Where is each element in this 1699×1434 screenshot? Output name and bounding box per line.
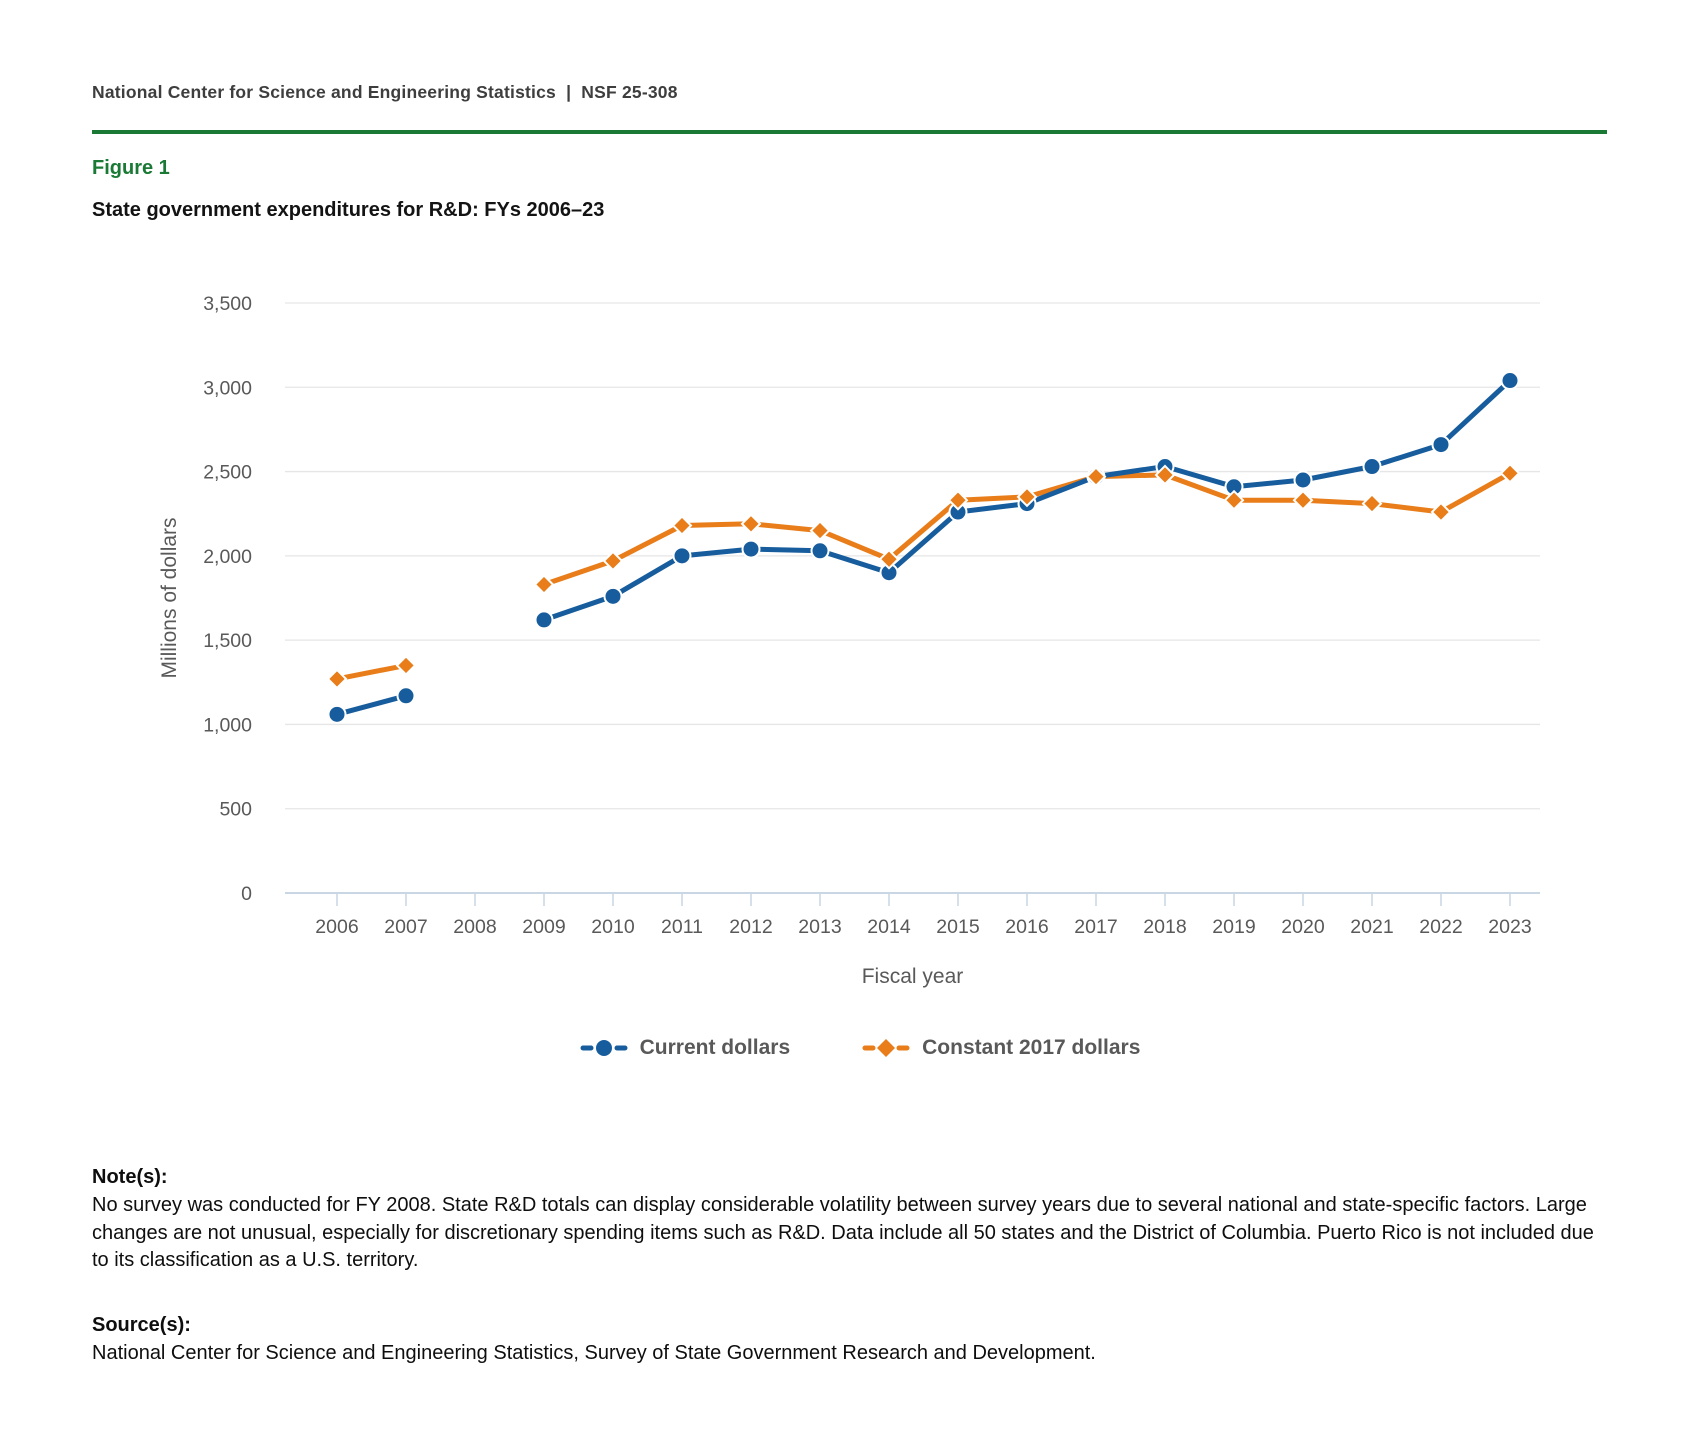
x-tick-label: 2022	[1419, 916, 1462, 938]
notes-heading: Note(s):	[92, 1166, 168, 1188]
x-tick-label: 2017	[1074, 916, 1117, 938]
y-tick-label: 2,500	[203, 462, 252, 484]
data-point-constant-2017-dollars	[740, 513, 762, 535]
x-tick-label: 2011	[661, 916, 703, 938]
data-point-constant-2017-dollars	[1154, 464, 1176, 486]
data-point-current-dollars	[810, 541, 830, 561]
sources-heading: Source(s):	[92, 1314, 191, 1336]
chart-svg: 0 500 1,000 1,500 2,000 2,500 3,000 3,500 Millio…	[158, 293, 1540, 988]
legend-label-current-dollars: Current dollars	[639, 1036, 791, 1059]
x-tick-label: 2021	[1350, 916, 1393, 938]
data-point-current-dollars	[1293, 470, 1313, 490]
header-divider	[92, 130, 1607, 134]
data-point-current-dollars	[1362, 457, 1382, 477]
document-header: National Center for Science and Engineer…	[92, 82, 678, 102]
data-point-constant-2017-dollars	[671, 515, 693, 536]
x-tick-label: 2015	[936, 916, 980, 938]
current-dollars-legend-marker-icon	[580, 1040, 628, 1056]
data-point-constant-2017-dollars	[395, 655, 417, 676]
sources-body: National Center for Science and Engineer…	[92, 1342, 1096, 1364]
data-point-constant-2017-dollars	[533, 574, 555, 595]
y-tick-label: 1,500	[203, 630, 252, 652]
data-point-constant-2017-dollars	[326, 668, 348, 690]
y-tick-label: 2,000	[203, 546, 252, 568]
data-point-constant-2017-dollars	[809, 520, 831, 541]
data-point-current-dollars	[327, 704, 347, 724]
data-point-constant-2017-dollars	[1361, 493, 1383, 515]
y-tick-label: 3,500	[203, 293, 252, 315]
x-tick-label: 2008	[453, 916, 496, 938]
data-point-current-dollars	[534, 610, 554, 630]
x-tick-label: 2012	[729, 916, 772, 938]
x-tick-label: 2018	[1143, 916, 1186, 938]
legend-item-current-dollars[interactable]: Current dollars	[580, 1036, 791, 1060]
data-point-constant-2017-dollars	[1223, 489, 1245, 511]
x-tick-label: 2013	[798, 916, 841, 938]
data-point-constant-2017-dollars	[1499, 462, 1521, 484]
legend-label-constant-2017-dollars: Constant 2017 dollars	[922, 1036, 1141, 1059]
x-tick-label: 2009	[522, 916, 565, 938]
x-tick-label: 2007	[384, 916, 427, 938]
data-point-constant-2017-dollars	[1085, 466, 1107, 488]
data-point-constant-2017-dollars	[602, 550, 624, 572]
x-tick-label: 2014	[867, 916, 911, 938]
notes-section: Note(s): No survey was conducted for FY …	[92, 1166, 1607, 1275]
sources-section: Source(s): National Center for Science a…	[92, 1314, 1607, 1368]
data-point-constant-2017-dollars	[1016, 486, 1038, 508]
data-point-constant-2017-dollars	[878, 548, 900, 570]
constant-dollars-legend-marker-icon	[862, 1039, 910, 1057]
data-point-constant-2017-dollars	[1292, 489, 1314, 511]
chart-title: State government expenditures for R&D: F…	[92, 199, 605, 221]
y-tick-label: 0	[241, 883, 252, 905]
chart-legend: Current dollars Constant 2017 dollars	[220, 1036, 1500, 1060]
x-tick-label: 2023	[1488, 916, 1531, 938]
x-tick-label: 2020	[1281, 916, 1325, 938]
data-point-current-dollars	[396, 686, 416, 706]
x-axis-title: Fiscal year	[862, 965, 964, 988]
data-point-current-dollars	[1431, 435, 1451, 455]
data-point-current-dollars	[672, 546, 692, 566]
series-line-current-dollars	[334, 378, 1513, 717]
data-point-current-dollars	[741, 539, 761, 559]
figure-label: Figure 1	[92, 157, 170, 179]
x-tick-label: 2006	[315, 916, 358, 938]
legend-item-constant-2017-dollars[interactable]: Constant 2017 dollars	[862, 1036, 1140, 1060]
data-point-constant-2017-dollars	[947, 489, 969, 511]
y-tick-label: 500	[219, 799, 252, 821]
series-line-constant-2017-dollars	[334, 470, 1513, 682]
y-tick-label: 1,000	[203, 714, 252, 736]
data-point-current-dollars	[1500, 371, 1520, 391]
notes-body: No survey was conducted for FY 2008. Sta…	[92, 1194, 1594, 1272]
x-tick-label: 2010	[591, 916, 635, 938]
x-tick-label: 2016	[1005, 916, 1048, 938]
data-point-constant-2017-dollars	[1430, 501, 1452, 523]
y-axis-title: Millions of dollars	[158, 517, 181, 678]
data-point-current-dollars	[603, 586, 623, 606]
x-tick-label: 2019	[1212, 916, 1255, 938]
y-tick-label: 3,000	[203, 377, 252, 399]
